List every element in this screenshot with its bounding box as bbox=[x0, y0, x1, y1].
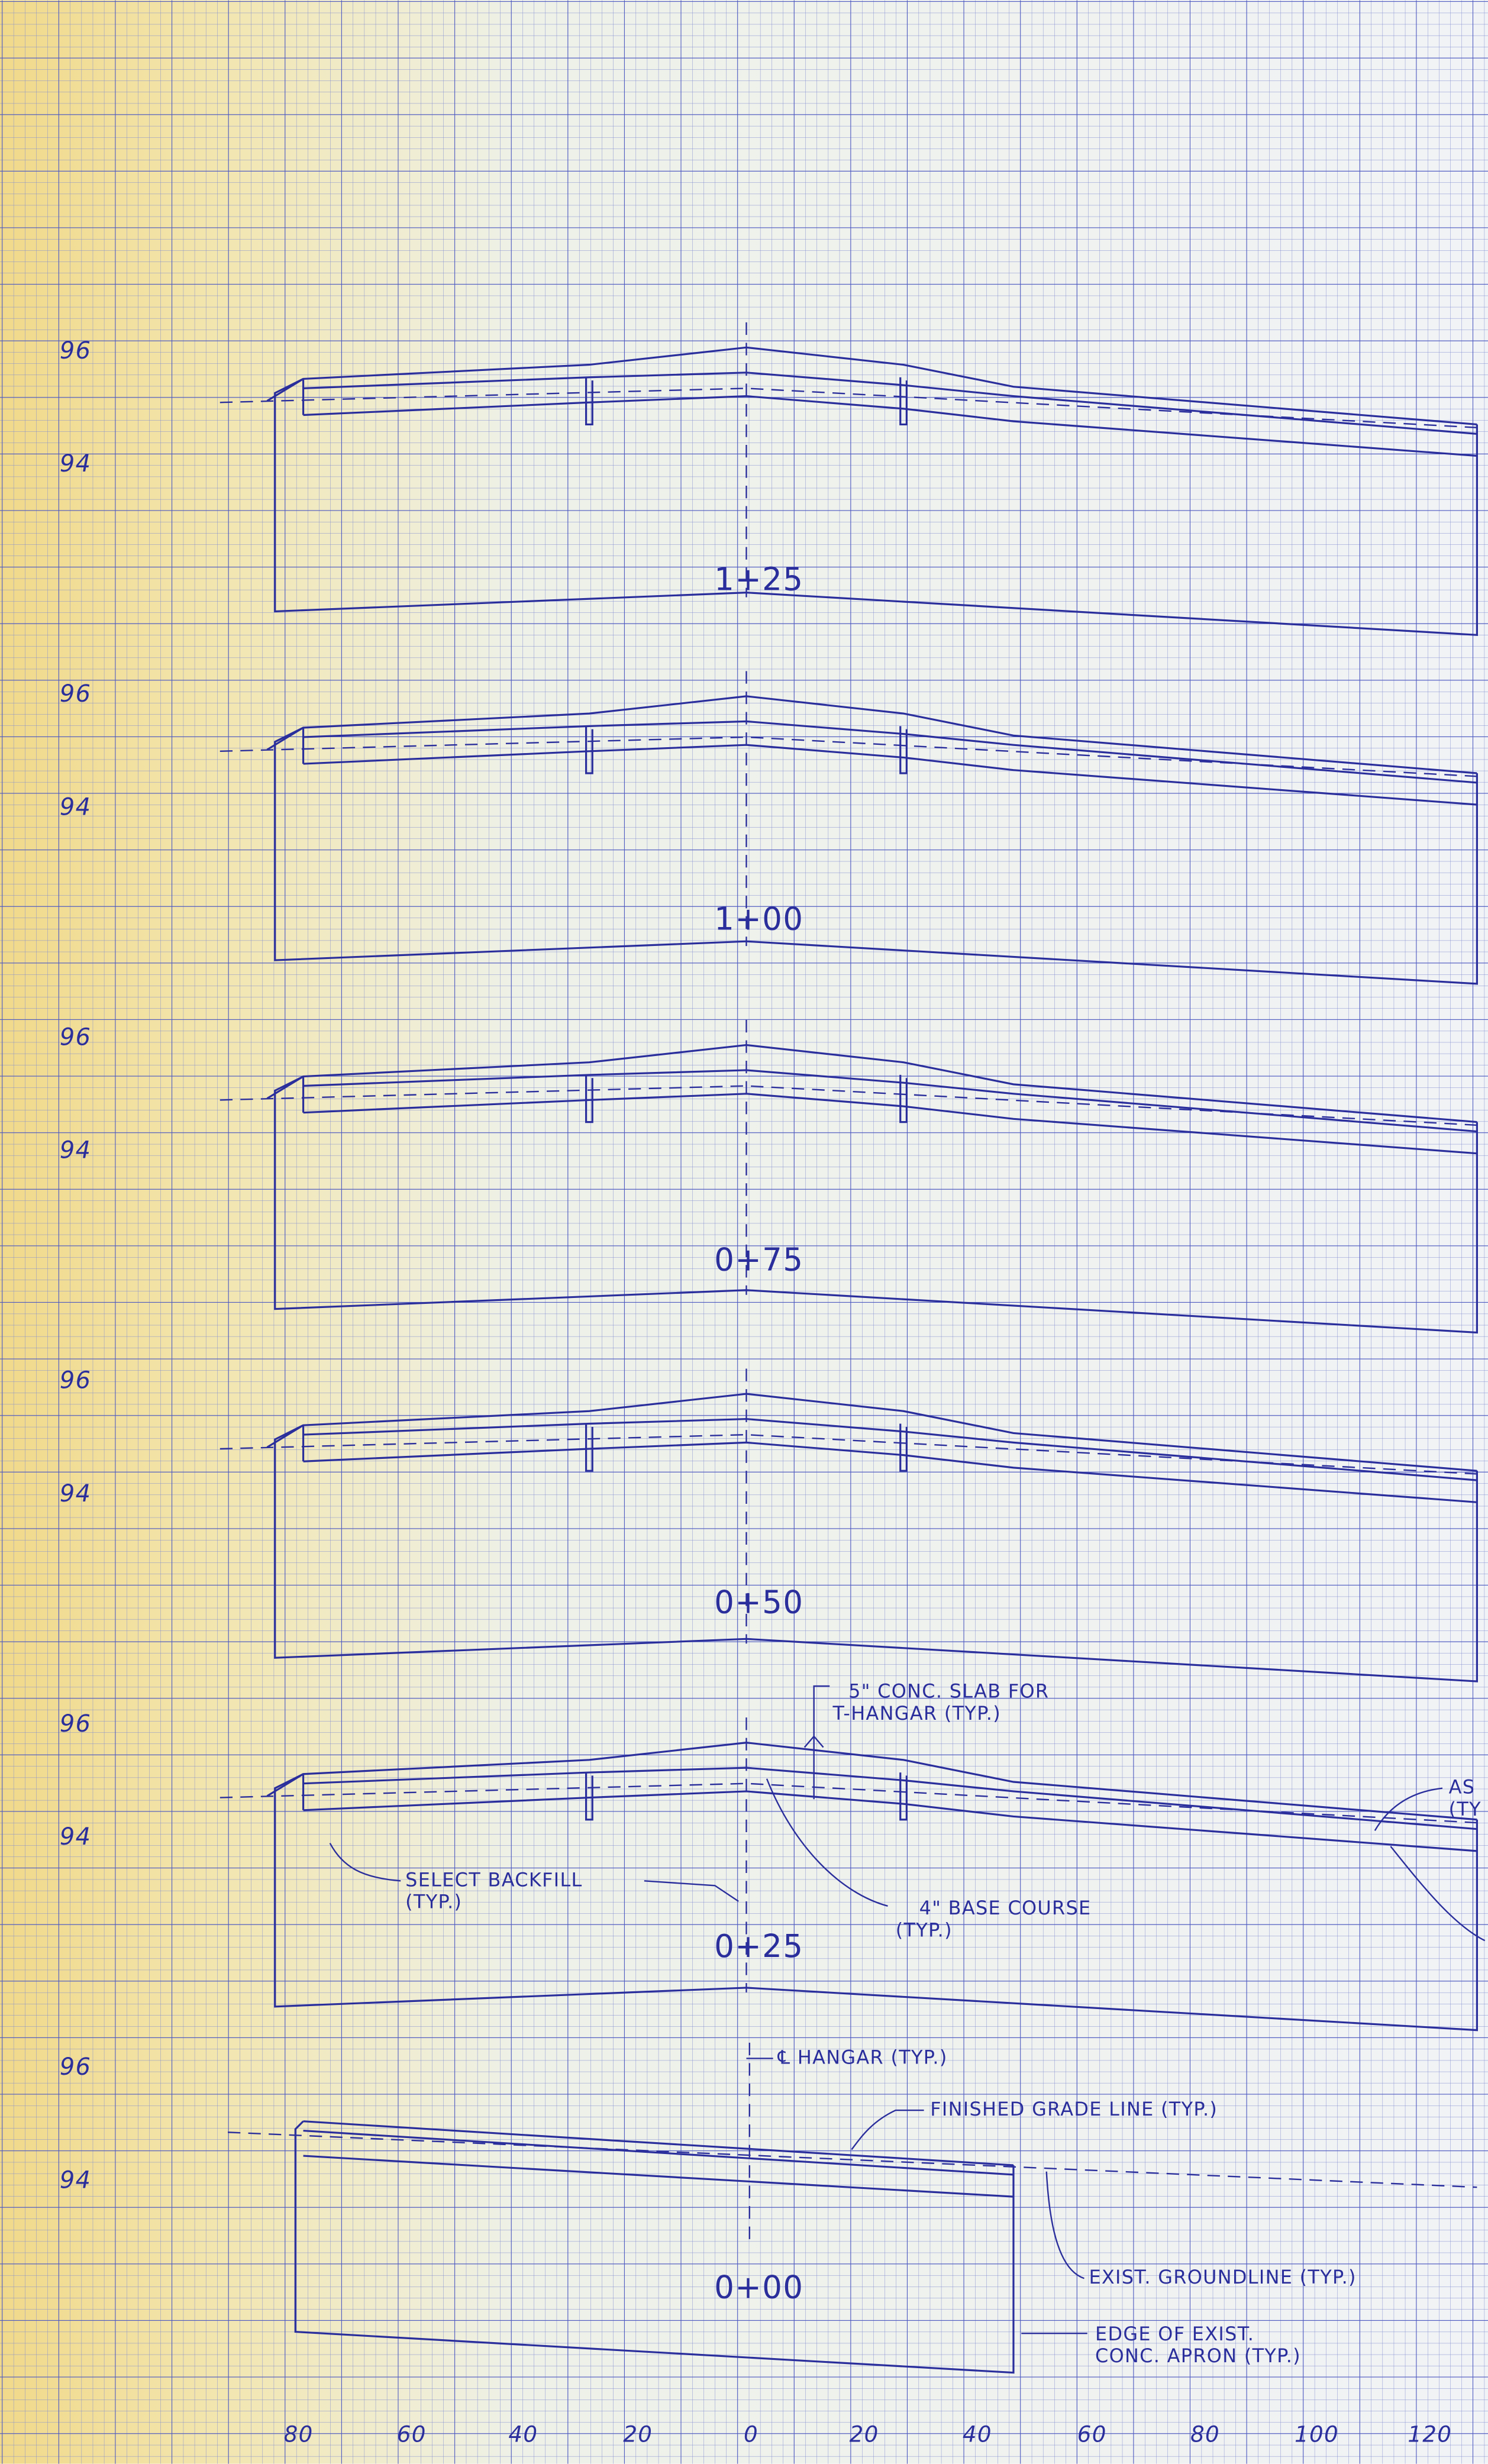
station-label: 1+25 bbox=[714, 561, 803, 598]
annotation: 4" BASE COURSE bbox=[919, 1897, 1092, 1919]
section-outline bbox=[274, 726, 1479, 985]
base-bottom bbox=[303, 744, 1477, 806]
section-0-00 bbox=[228, 2042, 1477, 2374]
elevation-label: 94 bbox=[60, 1137, 91, 1164]
section bbox=[220, 1368, 1479, 1683]
backfill-leader bbox=[329, 1843, 739, 1902]
curb bbox=[899, 1423, 908, 1472]
annotation: EXIST. GROUNDLINE (TYP.) bbox=[1089, 2266, 1356, 2288]
base-bottom bbox=[303, 1441, 1477, 1503]
elevation-label: 94 bbox=[60, 450, 91, 477]
annotation: AS bbox=[1449, 1776, 1476, 1798]
curb bbox=[585, 726, 593, 774]
grade-leader bbox=[851, 2109, 924, 2150]
offset-label: 80 bbox=[1190, 2421, 1220, 2447]
elevation-label: 96 bbox=[60, 1023, 91, 1051]
elevation-label: 96 bbox=[60, 680, 91, 708]
groundline-leader-right bbox=[1390, 1846, 1486, 1942]
elevation-label: 96 bbox=[60, 2053, 91, 2081]
slab-bottom bbox=[303, 1417, 1477, 1481]
offset-label: 100 bbox=[1295, 2421, 1339, 2447]
offset-label: 20 bbox=[850, 2421, 879, 2447]
annotation: T-HANGAR (TYP.) bbox=[832, 1702, 1001, 1725]
annotation: (TY bbox=[1449, 1798, 1481, 1820]
curb bbox=[899, 1074, 908, 1123]
elevation-label: 94 bbox=[60, 1823, 91, 1851]
curb bbox=[585, 377, 593, 426]
existing-ground bbox=[220, 1433, 1477, 1475]
pavement-lines bbox=[303, 2120, 1014, 2198]
base-bottom bbox=[303, 1790, 1477, 1852]
offset-label: 80 bbox=[284, 2421, 314, 2447]
offset-label: 0 bbox=[744, 2421, 758, 2447]
section-outline bbox=[274, 377, 1479, 637]
slab-leader bbox=[803, 1685, 830, 1800]
section-outline bbox=[294, 2120, 1015, 2374]
existing-ground bbox=[228, 2132, 1477, 2188]
station-label: 0+25 bbox=[714, 1928, 803, 1965]
slab-bottom bbox=[303, 1767, 1477, 1830]
curb bbox=[585, 1772, 593, 1821]
elevation-label: 96 bbox=[60, 337, 91, 364]
section-outline bbox=[274, 1076, 1479, 1334]
elevation-label: 94 bbox=[60, 1480, 91, 1507]
annotation: CONC. APRON (TYP.) bbox=[1095, 2344, 1301, 2367]
base-leader bbox=[766, 1778, 888, 1907]
section bbox=[220, 1019, 1479, 1334]
section-outline bbox=[274, 1424, 1479, 1683]
elevation-label: 94 bbox=[60, 793, 91, 821]
offset-label: 120 bbox=[1408, 2421, 1452, 2447]
annotation: EDGE OF EXIST. bbox=[1095, 2323, 1254, 2345]
curb bbox=[585, 1074, 593, 1123]
annotation: 5" CONC. SLAB FOR bbox=[848, 1680, 1049, 1703]
elevation-label: 96 bbox=[60, 1367, 91, 1394]
existing-ground bbox=[220, 736, 1477, 777]
slab-bottom bbox=[303, 372, 1477, 435]
elevation-label: 94 bbox=[60, 2166, 91, 2194]
curb bbox=[899, 377, 908, 426]
base-bottom bbox=[303, 1093, 1477, 1155]
annotation: ℄ HANGAR (TYP.) bbox=[777, 2046, 948, 2068]
offset-label: 40 bbox=[508, 2421, 538, 2447]
annotation: (TYP.) bbox=[896, 1919, 953, 1941]
annotation: SELECT BACKFILL bbox=[405, 1868, 582, 1891]
station-label: 0+50 bbox=[714, 1584, 803, 1621]
groundline-leader bbox=[1045, 2171, 1084, 2279]
station-label: 1+00 bbox=[714, 900, 803, 937]
slab-bottom bbox=[303, 720, 1477, 784]
curb bbox=[585, 1423, 593, 1472]
elevation-label: 96 bbox=[60, 1710, 91, 1738]
section-outline bbox=[274, 1773, 1479, 2032]
section bbox=[220, 322, 1479, 637]
slab-bottom bbox=[303, 1069, 1477, 1133]
base-bottom bbox=[303, 395, 1477, 457]
curb bbox=[899, 726, 908, 774]
existing-ground bbox=[220, 387, 1477, 428]
existing-ground bbox=[220, 1782, 1477, 1824]
leaders bbox=[329, 1685, 1486, 2334]
offset-label: 40 bbox=[963, 2421, 992, 2447]
existing-ground bbox=[220, 1085, 1477, 1126]
annotation: FINISHED GRADE LINE (TYP.) bbox=[930, 2098, 1218, 2120]
curb bbox=[899, 1772, 908, 1821]
offset-label: 60 bbox=[1077, 2421, 1107, 2447]
station-label: 0+75 bbox=[714, 1242, 803, 1278]
annotation: (TYP.) bbox=[405, 1891, 462, 1913]
offset-label: 20 bbox=[623, 2421, 653, 2447]
section bbox=[220, 671, 1479, 985]
offset-label: 60 bbox=[397, 2421, 427, 2447]
station-label: 0+00 bbox=[714, 2269, 803, 2305]
section bbox=[220, 1717, 1479, 2032]
